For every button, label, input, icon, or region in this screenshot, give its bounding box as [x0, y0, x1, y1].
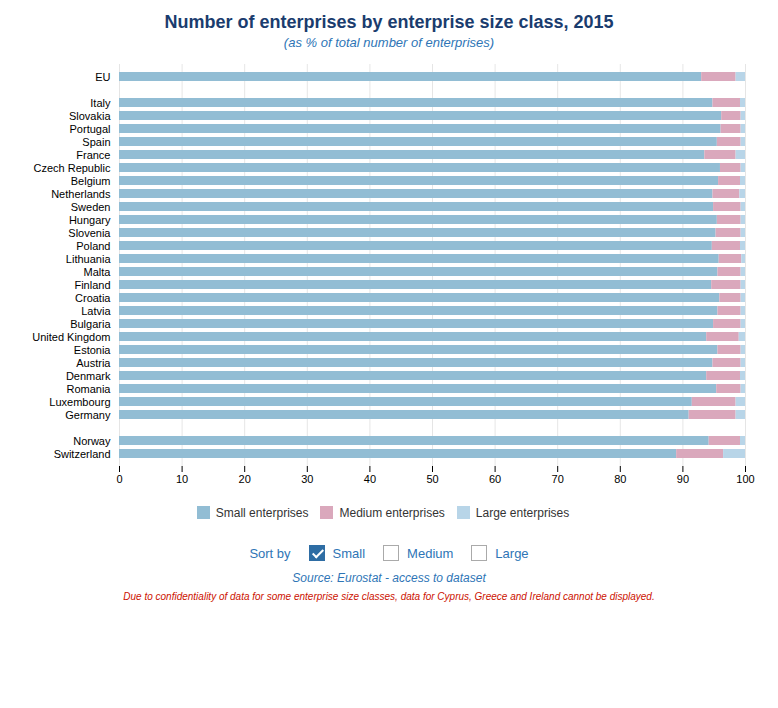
svg-text:30: 30 [301, 473, 313, 485]
svg-text:Belgium: Belgium [71, 175, 111, 187]
svg-text:Poland: Poland [76, 240, 110, 252]
svg-text:40: 40 [364, 473, 376, 485]
svg-text:Lithuania: Lithuania [66, 253, 112, 265]
svg-text:Norway: Norway [73, 435, 111, 447]
svg-text:Portugal: Portugal [70, 123, 111, 135]
svg-text:Czech Republic: Czech Republic [33, 162, 111, 174]
html-text:Large: Large [495, 545, 529, 561]
svg-text:Croatia: Croatia [75, 292, 111, 304]
html-text:Small: Small [332, 545, 366, 561]
html-text:Medium enterprises: Medium enterprises [339, 505, 445, 520]
svg-text:Spain: Spain [82, 136, 110, 148]
svg-text:Netherlands: Netherlands [51, 188, 111, 200]
svg-text:Hungary: Hungary [69, 214, 111, 226]
svg-text:Germany: Germany [65, 409, 111, 421]
svg-text:Slovenia: Slovenia [68, 227, 111, 239]
svg-text:Malta: Malta [84, 266, 112, 278]
svg-text:Sweden: Sweden [71, 201, 111, 213]
svg-text:Slovakia: Slovakia [69, 110, 111, 122]
svg-text:Austria: Austria [76, 357, 111, 369]
svg-text:EU: EU [95, 71, 110, 83]
svg-text:Switzerland: Switzerland [54, 448, 111, 460]
svg-text:20: 20 [239, 473, 251, 485]
svg-text:Finland: Finland [74, 279, 110, 291]
svg-text:Bulgaria: Bulgaria [70, 318, 111, 330]
html-text:Medium: Medium [407, 545, 454, 561]
svg-text:80: 80 [614, 473, 626, 485]
svg-text:Romania: Romania [66, 383, 111, 395]
svg-text:Denmark: Denmark [66, 370, 111, 382]
html-text:Small enterprises: Small enterprises [215, 505, 309, 520]
html-text:Number of enterprises by enter: Number of enterprises by enterprise size… [164, 12, 614, 32]
html-text:Sort by: Sort by [249, 545, 291, 561]
svg-text:France: France [76, 149, 110, 161]
svg-text:50: 50 [426, 473, 438, 485]
svg-text:70: 70 [552, 473, 564, 485]
svg-text:Luxembourg: Luxembourg [49, 396, 110, 408]
svg-text:90: 90 [677, 473, 689, 485]
svg-text:Latvia: Latvia [81, 305, 111, 317]
svg-text:United Kingdom: United Kingdom [32, 331, 110, 343]
html-text:Due to confidentiality of data: Due to confidentiality of data for some … [123, 591, 655, 602]
html-text:Large enterprises: Large enterprises [475, 505, 570, 520]
svg-text:10: 10 [176, 473, 188, 485]
svg-text:Estonia: Estonia [74, 344, 112, 356]
svg-text:100: 100 [736, 473, 754, 485]
svg-text:0: 0 [116, 473, 122, 485]
html-text:(as % of total number of enter: (as % of total number of enterprises) [283, 35, 495, 50]
svg-text:60: 60 [489, 473, 501, 485]
html-text:Source: Eurostat - access to d: Source: Eurostat - access to dataset [292, 571, 486, 585]
svg-text:Italy: Italy [90, 97, 111, 109]
